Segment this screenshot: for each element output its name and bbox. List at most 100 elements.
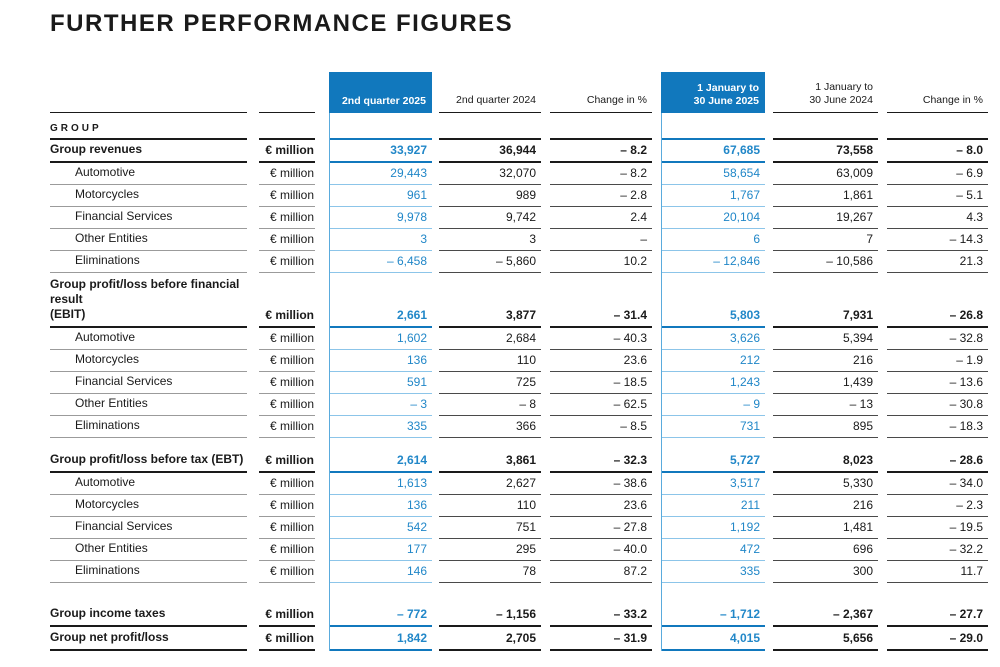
value-cell: – 28.6 [887, 450, 988, 473]
value-cell: 9,742 [439, 207, 541, 229]
header-unit-spacer [259, 72, 315, 113]
value-cell: – 34.0 [887, 473, 988, 495]
row-label: Group profit/loss before financial resul… [50, 277, 247, 328]
table-row: Group profit/loss before tax (EBT) € mill… [50, 450, 988, 473]
value-cell: – 32.8 [887, 328, 988, 350]
row-label: Group profit/loss before tax (EBT) [50, 450, 247, 473]
value-cell: 3,517 [661, 473, 765, 495]
row-unit: € million [259, 450, 315, 473]
performance-table: 2nd quarter 2025 2nd quarter 2024 Change… [50, 72, 988, 651]
row-unit: € million [259, 328, 315, 350]
value-cell: 63,009 [773, 163, 878, 185]
row-unit: € million [259, 163, 315, 185]
value-cell: – 14.3 [887, 229, 988, 251]
row-unit: € million [259, 207, 315, 229]
table-row: Eliminations € million 146 78 87.2 335 300 11.7 [50, 561, 988, 583]
value-cell: – 27.7 [887, 604, 988, 627]
value-cell: – 13.6 [887, 372, 988, 394]
value-cell: 7,931 [773, 281, 878, 328]
row-unit: € million [259, 140, 315, 163]
value-cell: – 2.3 [887, 495, 988, 517]
value-cell: 67,685 [661, 140, 765, 163]
table-row: Automotive € million 29,443 32,070 – 8.2 58,6… [50, 163, 988, 185]
value-cell: – 30.8 [887, 394, 988, 416]
row-label: Motorcycles [50, 185, 247, 207]
row-label-line: (EBIT) [50, 307, 86, 321]
value-cell: 295 [439, 539, 541, 561]
value-cell: 29,443 [329, 163, 432, 185]
row-label: Group revenues [50, 140, 247, 163]
row-unit: € million [259, 185, 315, 207]
row-label-line: Group profit/loss before financial resul… [50, 277, 240, 306]
row-unit: € million [259, 350, 315, 372]
value-cell: 216 [773, 350, 878, 372]
group-section-cell [773, 113, 878, 140]
value-cell: – 31.9 [550, 627, 652, 651]
value-cell: 5,727 [661, 450, 765, 473]
page-title: FURTHER PERFORMANCE FIGURES [50, 10, 514, 37]
value-cell: 1,192 [661, 517, 765, 539]
value-cell: – 2.8 [550, 185, 652, 207]
value-cell: – 33.2 [550, 604, 652, 627]
row-label: Financial Services [50, 517, 247, 539]
table-row: Motorcycles € million 136 110 23.6 211 216 – 2.… [50, 495, 988, 517]
value-cell: – 32.2 [887, 539, 988, 561]
value-cell: – 1.9 [887, 350, 988, 372]
value-cell: – 40.3 [550, 328, 652, 350]
value-cell: 961 [329, 185, 432, 207]
row-unit: € million [259, 627, 315, 651]
value-cell: – 19.5 [887, 517, 988, 539]
value-cell: 136 [329, 350, 432, 372]
value-cell: – 10,586 [773, 251, 878, 273]
value-cell: – 13 [773, 394, 878, 416]
blue-column-rule-h1 [661, 113, 662, 651]
value-cell: 3,877 [439, 281, 541, 328]
value-cell: – [550, 229, 652, 251]
header-h1-2025: 1 January to 30 June 2025 [661, 72, 765, 113]
row-label: Eliminations [50, 251, 247, 273]
value-cell: – 9 [661, 394, 765, 416]
table-header-row: 2nd quarter 2025 2nd quarter 2024 Change… [50, 72, 988, 113]
value-cell: 4,015 [661, 627, 765, 651]
value-cell: 110 [439, 495, 541, 517]
value-cell: – 18.5 [550, 372, 652, 394]
value-cell: 23.6 [550, 350, 652, 372]
value-cell: 136 [329, 495, 432, 517]
section-gap [50, 583, 988, 604]
value-cell: 1,613 [329, 473, 432, 495]
group-section-cell [329, 113, 432, 140]
value-cell: 3 [439, 229, 541, 251]
value-cell: – 3 [329, 394, 432, 416]
value-cell: 751 [439, 517, 541, 539]
value-cell: – 29.0 [887, 627, 988, 651]
row-unit: € million [259, 372, 315, 394]
value-cell: 110 [439, 350, 541, 372]
header-h1-2024: 1 January to 30 June 2024 [773, 72, 878, 113]
value-cell: 5,330 [773, 473, 878, 495]
value-cell: 216 [773, 495, 878, 517]
row-unit: € million [259, 495, 315, 517]
header-label-spacer [50, 72, 247, 113]
row-label: Eliminations [50, 561, 247, 583]
value-cell: 212 [661, 350, 765, 372]
table-row: Financial Services € million 9,978 9,742 2.4… [50, 207, 988, 229]
table-row: Automotive € million 1,602 2,684 – 40.3 3,626… [50, 328, 988, 350]
row-unit: € million [259, 251, 315, 273]
value-cell: 78 [439, 561, 541, 583]
value-cell: 1,481 [773, 517, 878, 539]
value-cell: 21.3 [887, 251, 988, 273]
table-row: Other Entities € million – 3 – 8 – 62.5 – 9 – … [50, 394, 988, 416]
value-cell: – 1,712 [661, 604, 765, 627]
header-change-h1: Change in % [887, 72, 988, 113]
value-cell: 1,602 [329, 328, 432, 350]
value-cell: – 12,846 [661, 251, 765, 273]
value-cell: – 8.0 [887, 140, 988, 163]
group-section-cell [439, 113, 541, 140]
value-cell: – 32.3 [550, 450, 652, 473]
value-cell: – 8.2 [550, 163, 652, 185]
row-unit: € million [259, 517, 315, 539]
value-cell: – 8.5 [550, 416, 652, 438]
row-unit: € million [259, 394, 315, 416]
value-cell: 725 [439, 372, 541, 394]
row-label: Financial Services [50, 372, 247, 394]
